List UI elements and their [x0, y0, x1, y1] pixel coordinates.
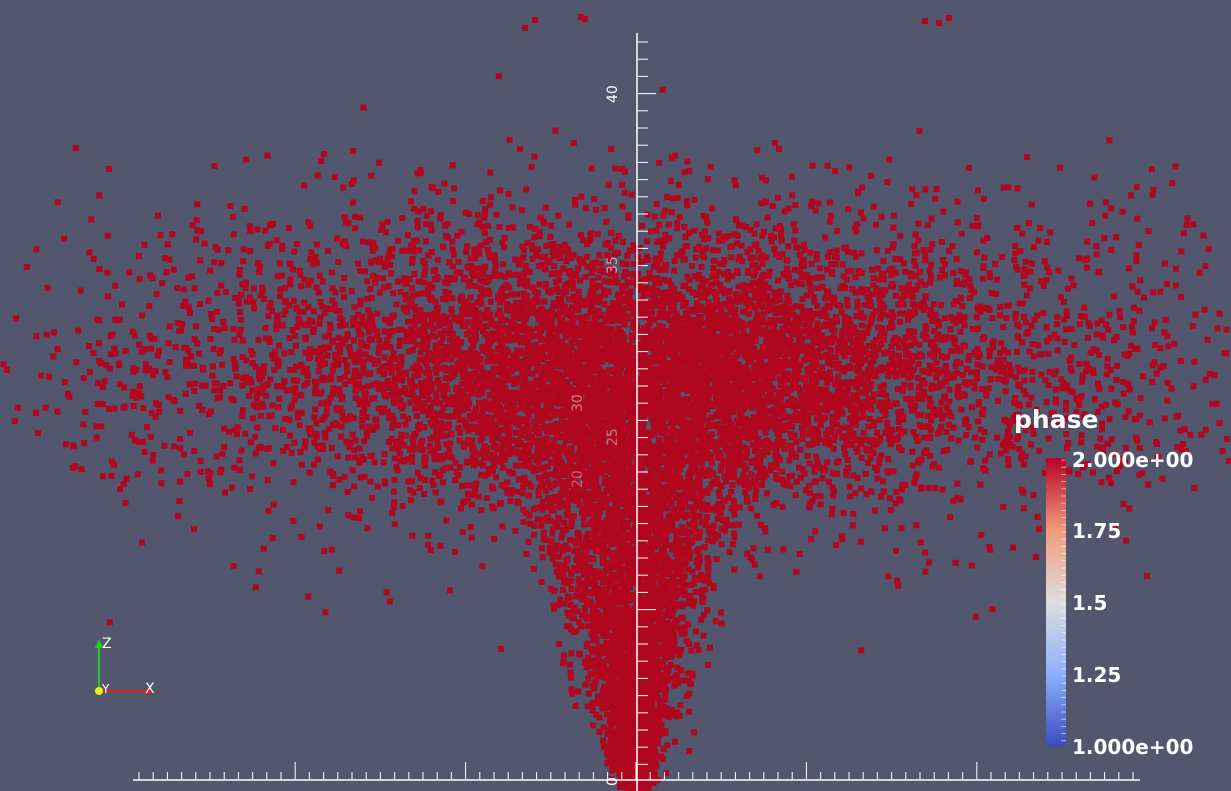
- z-tick-label-25: 25: [605, 428, 621, 446]
- orientation-y-dot: [95, 687, 103, 695]
- z-tick-label-40: 40: [605, 85, 621, 103]
- legend-label-1-25: 1.25: [1072, 663, 1122, 687]
- x-axis-ticks: [138, 762, 1134, 780]
- legend-label-max: 2.000e+00: [1072, 448, 1194, 472]
- orientation-y-label: Y: [101, 682, 110, 696]
- legend-label-1-5: 1.5: [1072, 591, 1108, 615]
- orientation-x-label: X: [145, 681, 155, 697]
- z-tick-label-20: 20: [570, 470, 586, 488]
- legend-colorbar: [1046, 458, 1066, 746]
- legend-title: phase: [1014, 405, 1099, 434]
- legend-gradient: [1046, 458, 1066, 746]
- legend-ticks: [1061, 459, 1066, 742]
- z-tick-label-35: 35: [605, 256, 621, 274]
- orientation-axes: Z Y X: [95, 636, 155, 697]
- x-tick-label-0: 0: [605, 777, 621, 786]
- particle-cloud: [0, 14, 1231, 791]
- orientation-x-arrowhead: [146, 687, 155, 695]
- orientation-z-label: Z: [102, 636, 112, 652]
- z-tick-label-30: 30: [570, 394, 586, 412]
- orientation-z-arrowhead: [95, 639, 103, 648]
- legend-label-min: 1.000e+00: [1072, 735, 1194, 759]
- x-axis: 0: [133, 762, 1140, 786]
- legend-label-1-75: 1.75: [1072, 519, 1122, 543]
- z-axis-ticks: [637, 41, 656, 765]
- z-axis: 40 35 30 25 20: [570, 33, 656, 791]
